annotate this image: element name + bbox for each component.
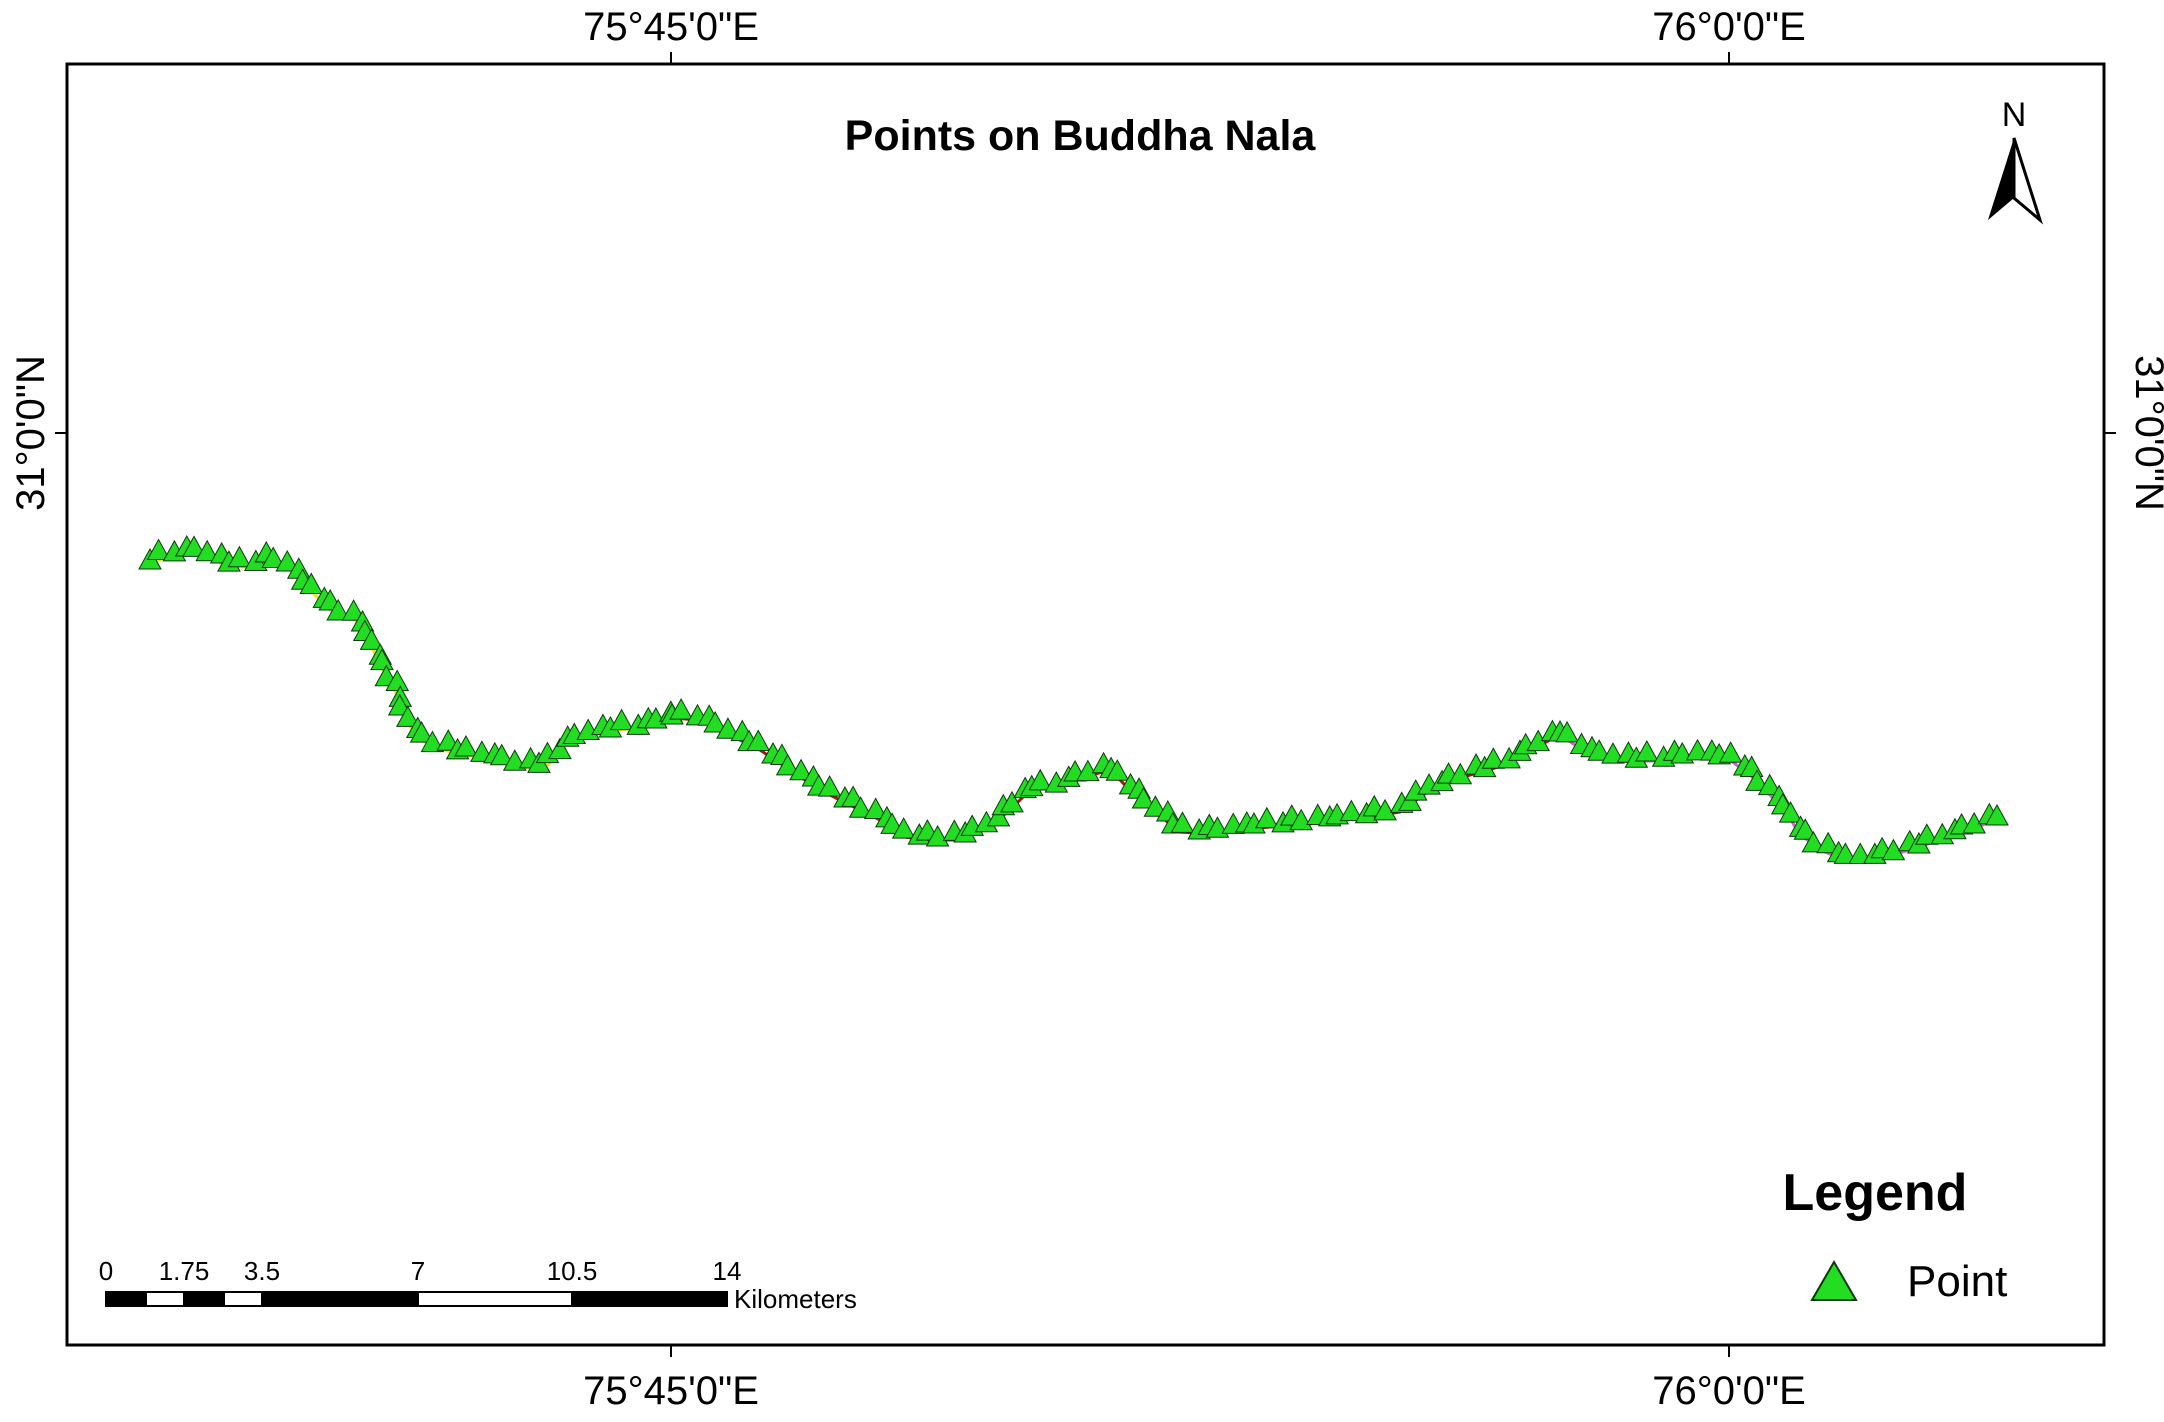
point-marker [789, 758, 813, 781]
point-marker [1801, 830, 1826, 853]
point-marker [1745, 769, 1769, 791]
point-marker [775, 753, 800, 776]
scale-tick-0: 0 [99, 1256, 113, 1286]
point-marker [387, 693, 412, 716]
point-marker [326, 598, 350, 621]
scale-tick-5: 14 [713, 1256, 742, 1286]
point-marker [848, 796, 873, 818]
point-marker [1848, 842, 1873, 864]
point-marker [489, 743, 514, 766]
point-marker [370, 648, 394, 671]
point-marker [182, 535, 206, 557]
map-frame [65, 62, 2106, 1347]
point-marker [395, 705, 420, 727]
points-layer [138, 534, 2009, 864]
point-marker [1339, 799, 1364, 822]
graticule-ticks [55, 52, 2116, 1357]
point-marker [1914, 823, 1939, 845]
point-marker [548, 737, 572, 760]
scale-unit: Kilometers [734, 1284, 857, 1314]
point-marker [863, 797, 888, 819]
point-marker [1373, 798, 1397, 821]
point-marker [385, 669, 410, 691]
north-arrow-icon: N [1988, 96, 2044, 225]
right-lat-label: 31°0'0"N [2127, 355, 2164, 511]
point-marker [1985, 803, 2009, 826]
top-lon-label-1: 75°45'0"E [583, 5, 759, 49]
point-marker [609, 708, 634, 731]
point-marker [299, 572, 324, 594]
scale-tick-4: 10.5 [547, 1256, 598, 1286]
point-marker [1816, 831, 1841, 854]
point-marker [1635, 740, 1659, 762]
point-marker [716, 717, 740, 739]
left-lat-label: 31°0'0"N [9, 355, 53, 511]
scale-tick-3: 7 [411, 1256, 425, 1286]
point-marker [454, 735, 478, 757]
point-marker [261, 546, 286, 569]
scale-bar: 0 1.75 3.5 7 10.5 14 Kilometers [99, 1256, 857, 1314]
top-lon-label-2: 76°0'0"E [1652, 5, 1806, 49]
point-marker [986, 804, 1011, 827]
map-title: Points on Buddha Nala [845, 112, 1317, 160]
point-marker [227, 545, 252, 568]
point-marker [359, 628, 384, 650]
point-marker [1000, 790, 1024, 813]
point-marker [409, 721, 434, 743]
point-marker [1131, 786, 1156, 809]
bottom-lon-label-1: 75°45'0"E [583, 1369, 759, 1413]
point-marker [1254, 806, 1279, 829]
point-marker [1718, 741, 1743, 763]
point-marker [1028, 768, 1053, 791]
legend-title: Legend [1783, 1164, 1968, 1222]
point-marker [195, 539, 220, 562]
point-marker [1685, 738, 1710, 761]
point-marker [1833, 842, 1858, 864]
triangle-icon [1810, 1260, 1858, 1301]
point-marker [502, 749, 527, 771]
point-marker [1587, 739, 1611, 761]
point-marker [146, 538, 171, 561]
scale-tick-1: 1.75 [159, 1256, 210, 1286]
point-marker [1793, 818, 1818, 840]
point-marker [1170, 811, 1195, 833]
bottom-lon-label-2: 76°0'0"E [1652, 1369, 1806, 1413]
point-marker [669, 698, 693, 720]
point-marker [703, 711, 728, 733]
point-marker [925, 824, 950, 847]
point-marker [1105, 759, 1130, 781]
point-marker [341, 599, 366, 621]
point-marker [817, 775, 842, 797]
point-marker [1143, 795, 1168, 817]
point-marker [1481, 747, 1506, 769]
svg-text:N: N [2002, 96, 2027, 134]
legend: Legend Point [1783, 1164, 2008, 1306]
point-marker [891, 817, 916, 839]
point-marker [746, 729, 771, 751]
legend-item-label: Point [1907, 1257, 2007, 1306]
point-marker [1601, 742, 1625, 764]
scale-tick-2: 3.5 [244, 1256, 280, 1286]
point-marker [1757, 773, 1782, 796]
point-marker [1778, 801, 1803, 823]
point-marker [420, 730, 445, 753]
point-marker [275, 550, 300, 572]
point-marker [1555, 720, 1579, 743]
